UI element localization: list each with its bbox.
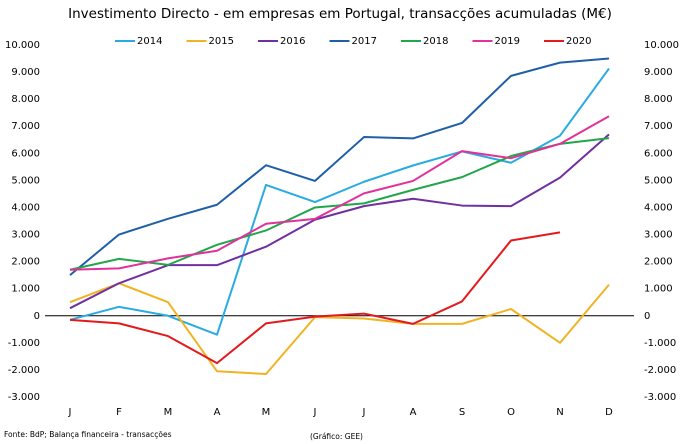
y-tick-label: 5.000 [11,175,40,186]
legend-label: 2016 [280,36,305,47]
legend-label: 2017 [352,36,377,47]
y2-tick-label: 2.000 [644,257,673,268]
legend-label: 2019 [495,36,520,47]
series-line [69,67,610,336]
y2-tick-label: 5.000 [644,175,673,186]
x-tick-label: F [116,407,122,418]
y2-tick-label: 10.000 [644,40,679,51]
x-tick-label: S [459,407,465,418]
y2-tick-label: 0 [644,311,650,322]
series-line [69,57,610,276]
series-line [69,282,610,375]
y-tick-label: 4.000 [11,202,40,213]
y-tick-label: 0 [34,311,40,322]
series-line [69,133,610,310]
y-tick-label: 2.000 [11,257,40,268]
x-tick-label: M [262,407,271,418]
y-tick-label: 10.000 [5,40,40,51]
y-tick-label: 7.000 [11,121,40,132]
y2-tick-label: 6.000 [644,148,673,159]
y2-tick-label: 8.000 [644,94,673,105]
credit-note: (Gráfico: GEE) [310,432,363,441]
y2-tick-label: -2.000 [644,365,676,376]
x-tick-label: J [313,407,317,418]
x-tick-label: N [556,407,563,418]
x-tick-label: O [507,407,515,418]
y2-tick-label: 7.000 [644,121,673,132]
x-tick-label: A [214,407,221,418]
legend-label: 2020 [566,36,591,47]
y-tick-label: 1.000 [11,284,40,295]
y-tick-label: 9.000 [11,67,40,78]
y-tick-label: -3.000 [8,392,40,403]
y-tick-label: 6.000 [11,148,40,159]
y-tick-label: 8.000 [11,94,40,105]
y2-tick-label: 3.000 [644,230,673,241]
x-tick-label: A [410,407,417,418]
y2-tick-label: 4.000 [644,202,673,213]
legend-label: 2015 [209,36,234,47]
x-tick-label: D [605,407,613,418]
x-tick-label: M [164,407,173,418]
y2-tick-label: -1.000 [644,338,676,349]
legend-label: 2014 [137,36,162,47]
y2-tick-label: 1.000 [644,284,673,295]
x-tick-label: J [68,407,72,418]
series-line [69,231,561,365]
y-tick-label: -1.000 [8,338,40,349]
x-tick-label: J [362,407,366,418]
legend-label: 2018 [423,36,448,47]
chart-title: Investimento Directo - em empresas em Po… [68,6,612,22]
y-tick-label: -2.000 [8,365,40,376]
series-line [69,115,610,271]
y2-tick-label: -3.000 [644,392,676,403]
source-note: Fonte: BdP; Balança financeira - transac… [4,430,172,439]
y2-tick-label: 9.000 [644,67,673,78]
y-tick-label: 3.000 [11,230,40,241]
